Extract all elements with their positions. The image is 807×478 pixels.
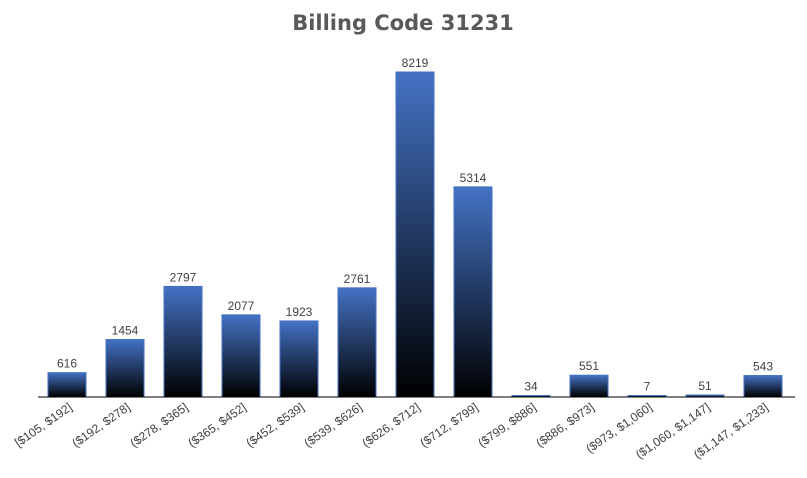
- data-label: 2077: [228, 299, 255, 313]
- bar: [47, 372, 87, 398]
- data-label: 1454: [112, 324, 139, 338]
- chart-title: Billing Code 31231: [292, 11, 514, 35]
- data-label: 34: [524, 380, 538, 394]
- data-label: 543: [753, 360, 773, 374]
- bar: [395, 71, 435, 398]
- bar: [337, 287, 377, 398]
- x-tick-label: ($365, $452]: [185, 400, 248, 450]
- x-tick-label: ($539, $626]: [301, 400, 364, 450]
- bar: [743, 375, 783, 398]
- x-tick-label: ($712, $799]: [417, 400, 480, 450]
- data-label: 7: [644, 380, 651, 394]
- data-label: 616: [57, 357, 77, 371]
- data-label: 2797: [170, 270, 197, 284]
- bar: [163, 285, 203, 398]
- data-label: 51: [698, 379, 712, 393]
- bar: [453, 186, 493, 398]
- bar: [221, 314, 261, 398]
- x-tick-label: ($626, $712]: [359, 400, 422, 450]
- data-label: 5314: [460, 171, 487, 185]
- x-tick-label: ($799, $886]: [475, 400, 538, 450]
- data-label: 551: [579, 359, 599, 373]
- bar: [105, 339, 145, 398]
- bar: [569, 374, 609, 398]
- bar: [279, 320, 319, 398]
- x-tick-labels-group: [$105, $192]($192, $278]($278, $365]($36…: [12, 400, 771, 462]
- data-label: 1923: [286, 305, 313, 319]
- x-tick-label: ($192, $278]: [69, 400, 132, 450]
- data-label: 2761: [344, 272, 371, 286]
- x-tick-label: ($278, $365]: [127, 400, 190, 450]
- data-labels-group: 616 1454 2797 2077 1923 2761 8219 5314 34 551 7 51 5…: [57, 56, 773, 394]
- bars-group: [47, 71, 783, 398]
- x-tick-label: ($452, $539]: [243, 400, 306, 450]
- data-label: 8219: [402, 56, 429, 70]
- x-tick-label: [$105, $192]: [12, 400, 75, 450]
